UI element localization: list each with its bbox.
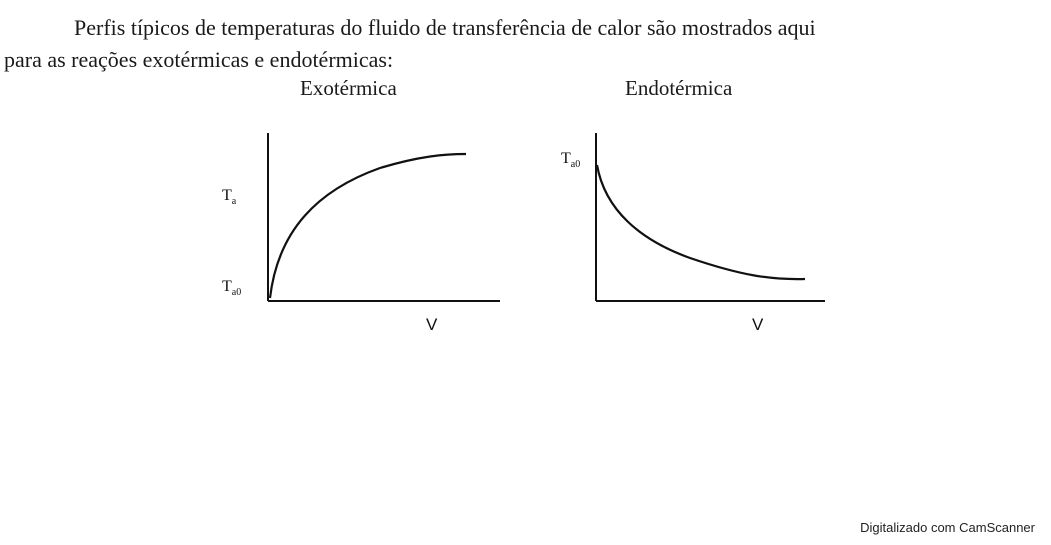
intro-paragraph: Perfis típicos de temperaturas do fluido… <box>4 12 1044 76</box>
exothermic-label-v: V <box>426 315 438 334</box>
endothermic-curve <box>595 164 806 281</box>
exothermic-plot: Ta Ta0 V <box>222 133 500 334</box>
scanner-watermark: Digitalizado com CamScanner <box>860 520 1035 535</box>
endothermic-label-ta0: Ta0 <box>561 150 580 170</box>
exothermic-label-ta0: Ta0 <box>222 278 241 298</box>
exothermic-title: Exotérmica <box>300 76 397 100</box>
exothermic-label-ta: Ta <box>222 187 237 207</box>
exothermic-curve <box>268 152 467 299</box>
endothermic-title: Endotérmica <box>625 76 733 100</box>
endothermic-label-v: V <box>752 315 764 334</box>
paragraph-line-2: para as reações exotérmicas e endotérmic… <box>4 47 394 72</box>
endothermic-plot: Ta0 V <box>561 133 825 334</box>
paragraph-line-1: Perfis típicos de temperaturas do fluido… <box>74 15 816 40</box>
